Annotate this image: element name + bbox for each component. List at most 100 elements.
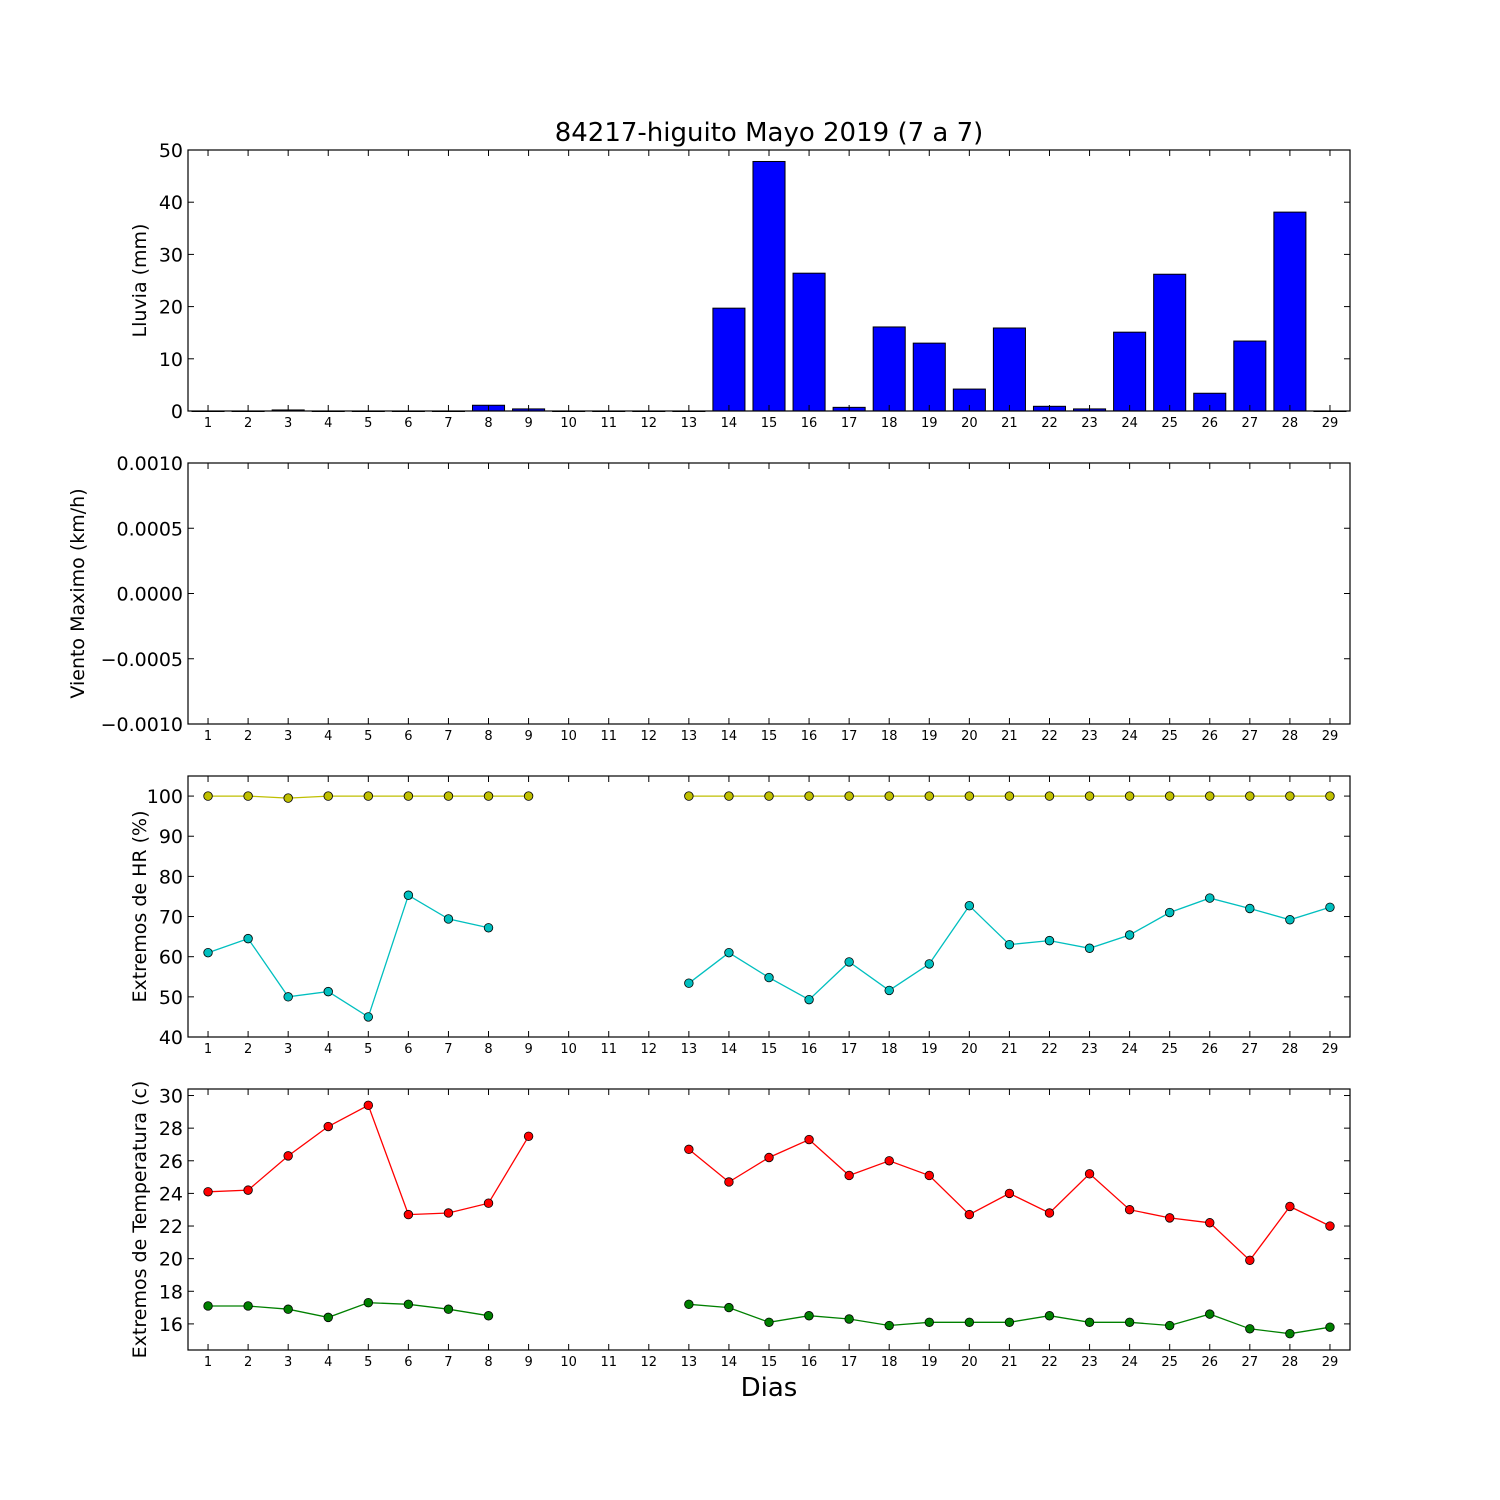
xtick-label-temp: 26 <box>1201 1355 1218 1370</box>
temp_min-point-day-25 <box>1164 1320 1175 1331</box>
temp_max-point-day-19 <box>924 1170 934 1181</box>
xtick-label-hr: 5 <box>364 1042 372 1057</box>
xtick-label-rain: 16 <box>801 416 818 431</box>
rain-bar-day-21 <box>992 327 1026 412</box>
xtick-label-temp: 16 <box>801 1355 818 1370</box>
temp_max-point-day-21 <box>1004 1188 1015 1199</box>
hr_max-point-day-13 <box>684 791 694 801</box>
ytick-label-temp: 18 <box>159 1281 183 1303</box>
xtick-label-hr: 21 <box>1001 1042 1018 1057</box>
xtick-label-wind: 22 <box>1041 729 1058 744</box>
xtick-label-rain: 24 <box>1121 416 1138 431</box>
xtick-label-wind: 29 <box>1322 729 1339 744</box>
ytick-label-rain: 20 <box>159 297 183 319</box>
ytick-label-wind: −0.0005 <box>101 649 183 671</box>
temp_min-point-day-21 <box>1004 1317 1015 1327</box>
temp_max-point-day-9 <box>523 1131 534 1142</box>
temp_min-point-day-26 <box>1205 1309 1215 1319</box>
xtick-label-wind: 27 <box>1242 729 1259 744</box>
xtick-label-hr: 8 <box>484 1042 492 1057</box>
hr_max-point-day-25 <box>1164 791 1175 801</box>
xtick-label-hr: 3 <box>284 1042 292 1057</box>
xtick-label-wind: 25 <box>1161 729 1178 744</box>
hr_min-point-day-8 <box>483 923 494 933</box>
ytick-label-temp: 30 <box>159 1086 183 1108</box>
rain-bar-day-19 <box>912 342 946 412</box>
ytick-label-rain: 10 <box>159 349 183 371</box>
xtick-label-rain: 17 <box>841 416 858 431</box>
xtick-label-wind: 23 <box>1081 729 1098 744</box>
hr_max-point-day-7 <box>443 791 454 801</box>
xtick-label-temp: 22 <box>1041 1355 1058 1370</box>
xtick-label-rain: 26 <box>1201 416 1218 431</box>
temp_max-point-day-24 <box>1124 1205 1135 1215</box>
temp_min-point-day-27 <box>1245 1324 1255 1334</box>
xtick-label-wind: 5 <box>364 729 372 744</box>
ytick-label-hr: 90 <box>159 826 183 848</box>
hr_max-point-day-19 <box>924 791 934 801</box>
xtick-label-hr: 28 <box>1282 1042 1299 1057</box>
xtick-label-hr: 14 <box>721 1042 738 1057</box>
temp_max-point-day-25 <box>1164 1213 1175 1223</box>
temp_min-point-day-1 <box>203 1301 213 1311</box>
temp_min-point-day-28 <box>1285 1328 1295 1339</box>
rain-bar-day-28 <box>1273 211 1307 412</box>
temp_max-point-day-16 <box>804 1134 814 1145</box>
xtick-label-wind: 24 <box>1121 729 1138 744</box>
xtick-label-rain: 29 <box>1322 416 1339 431</box>
panel-frame-temp <box>187 1088 1351 1351</box>
xtick-label-wind: 11 <box>600 729 617 744</box>
xtick-label-wind: 9 <box>524 729 532 744</box>
xtick-label-rain: 8 <box>484 416 492 431</box>
hr_min-point-day-6 <box>403 890 414 900</box>
temp_min-point-day-23 <box>1084 1317 1095 1327</box>
xtick-label-rain: 14 <box>721 416 738 431</box>
x-axis-label: Dias <box>741 1373 798 1403</box>
rain-bar-day-16 <box>792 272 826 412</box>
hr_min-point-day-23 <box>1084 943 1095 953</box>
temp_max-point-day-27 <box>1245 1255 1255 1265</box>
ytick-label-hr: 40 <box>159 1027 183 1049</box>
xtick-label-rain: 23 <box>1081 416 1098 431</box>
hr_min-point-day-26 <box>1205 893 1215 903</box>
temp_min-point-day-3 <box>283 1304 293 1314</box>
y-axis-label-wind: Viento Maximo (km/h) <box>67 488 89 698</box>
temp_min-point-day-14 <box>724 1302 734 1313</box>
xtick-label-temp: 24 <box>1121 1355 1138 1370</box>
hr_min-point-day-19 <box>924 959 934 969</box>
ytick-label-rain: 30 <box>159 244 183 266</box>
ytick-label-hr: 50 <box>159 987 183 1009</box>
ytick-label-hr: 70 <box>159 907 183 929</box>
xtick-label-temp: 17 <box>841 1355 858 1370</box>
xtick-label-rain: 12 <box>641 416 658 431</box>
y-axis-label-rain: Lluvia (mm) <box>129 224 151 338</box>
temp_max-point-day-2 <box>243 1185 253 1195</box>
hr_min-point-day-27 <box>1245 903 1255 914</box>
rain-bar-day-14 <box>712 307 746 412</box>
ytick-label-hr: 100 <box>147 786 183 808</box>
hr_max-point-day-27 <box>1245 791 1255 801</box>
xtick-label-temp: 14 <box>721 1355 738 1370</box>
hr_min-point-day-28 <box>1285 915 1295 925</box>
xtick-label-hr: 9 <box>524 1042 532 1057</box>
hr_min-point-day-29 <box>1325 902 1335 913</box>
ytick-label-wind: −0.0010 <box>101 714 183 736</box>
temp_max-point-day-23 <box>1084 1169 1095 1179</box>
temp_max-point-day-1 <box>203 1187 213 1197</box>
xtick-label-rain: 21 <box>1001 416 1018 431</box>
temp_min-point-day-18 <box>884 1320 894 1331</box>
xtick-label-rain: 7 <box>444 416 452 431</box>
xtick-label-wind: 7 <box>444 729 452 744</box>
hr_max-point-day-14 <box>724 791 734 801</box>
panel-frame-hr <box>187 775 1351 1038</box>
xtick-label-rain: 15 <box>761 416 778 431</box>
xtick-label-rain: 22 <box>1041 416 1058 431</box>
xtick-label-hr: 26 <box>1201 1042 1218 1057</box>
xtick-label-hr: 24 <box>1121 1042 1138 1057</box>
ytick-label-wind: 0.0010 <box>117 453 183 475</box>
xtick-label-rain: 6 <box>404 416 412 431</box>
xtick-label-temp: 13 <box>681 1355 698 1370</box>
hr_max-point-day-16 <box>804 791 814 801</box>
xtick-label-wind: 2 <box>244 729 252 744</box>
temp_max-line-0 <box>207 1104 530 1216</box>
